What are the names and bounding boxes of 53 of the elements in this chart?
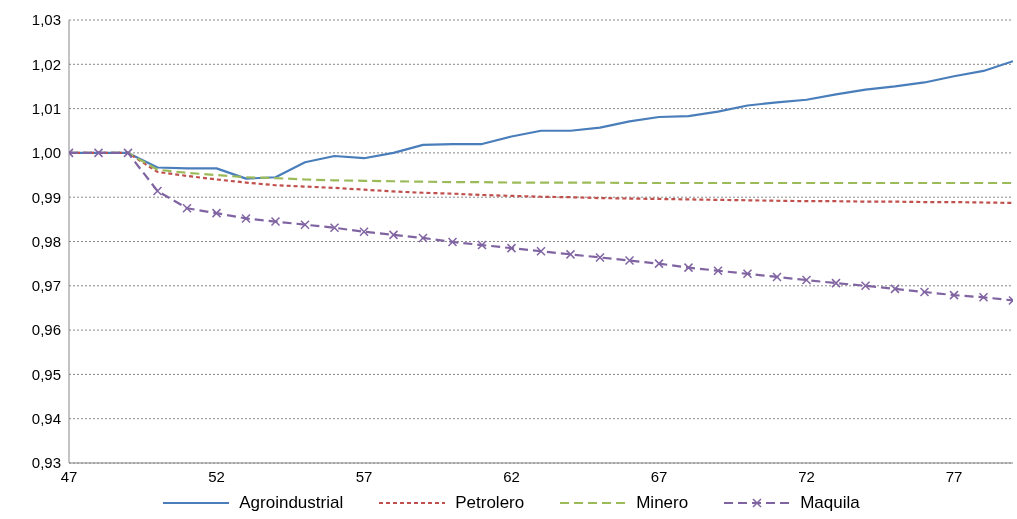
point	[536, 246, 546, 256]
point	[270, 216, 281, 227]
y-tick-label: 0,96	[31, 321, 61, 339]
x-tick-label: 47	[60, 467, 78, 485]
point	[595, 252, 605, 263]
y-tick-label: 0,99	[31, 188, 61, 206]
x-tick-label: 52	[208, 467, 225, 485]
y-tick-label: 1,00	[31, 144, 61, 162]
point	[300, 219, 310, 230]
point	[949, 290, 959, 300]
x-tick-label: 77	[945, 467, 963, 485]
legend-label: Petrolero	[455, 493, 525, 513]
point	[359, 227, 369, 237]
y-tick-label: 1,03	[31, 11, 61, 29]
point	[978, 292, 989, 303]
point	[831, 278, 841, 288]
point	[713, 265, 723, 276]
legend-label: Minero	[636, 493, 689, 513]
y-tick-label: 1,02	[31, 55, 61, 73]
point	[447, 237, 458, 247]
y-tick-label: 0,94	[31, 410, 61, 428]
y-tick-label: 0,93	[31, 454, 61, 472]
y-tick-label: 0,98	[31, 232, 61, 250]
legend-label: Agroindustrial	[239, 493, 344, 513]
point	[123, 148, 133, 158]
point	[211, 208, 222, 218]
point	[624, 255, 635, 266]
point	[506, 243, 517, 253]
point	[388, 230, 399, 240]
point	[742, 269, 753, 279]
point	[182, 203, 192, 214]
point	[477, 240, 487, 250]
point	[418, 233, 428, 243]
legend-label: Maquila	[800, 493, 860, 513]
y-tick-label: 0,97	[31, 277, 61, 295]
y-tick-label: 1,01	[31, 99, 61, 117]
point	[890, 284, 900, 294]
y-tick-label: 0,95	[31, 365, 61, 383]
point	[152, 186, 163, 196]
point	[860, 281, 871, 291]
x-tick-label: 67	[650, 467, 668, 485]
x-tick-label: 72	[798, 467, 815, 485]
x-tick-label: 57	[355, 467, 373, 485]
point	[772, 272, 782, 282]
point	[241, 213, 251, 224]
point	[919, 287, 930, 297]
point	[654, 258, 664, 269]
x-tick-label: 62	[503, 467, 520, 485]
point	[565, 249, 576, 260]
point	[329, 223, 340, 233]
point	[801, 275, 812, 285]
point	[93, 148, 104, 158]
point	[683, 262, 694, 273]
